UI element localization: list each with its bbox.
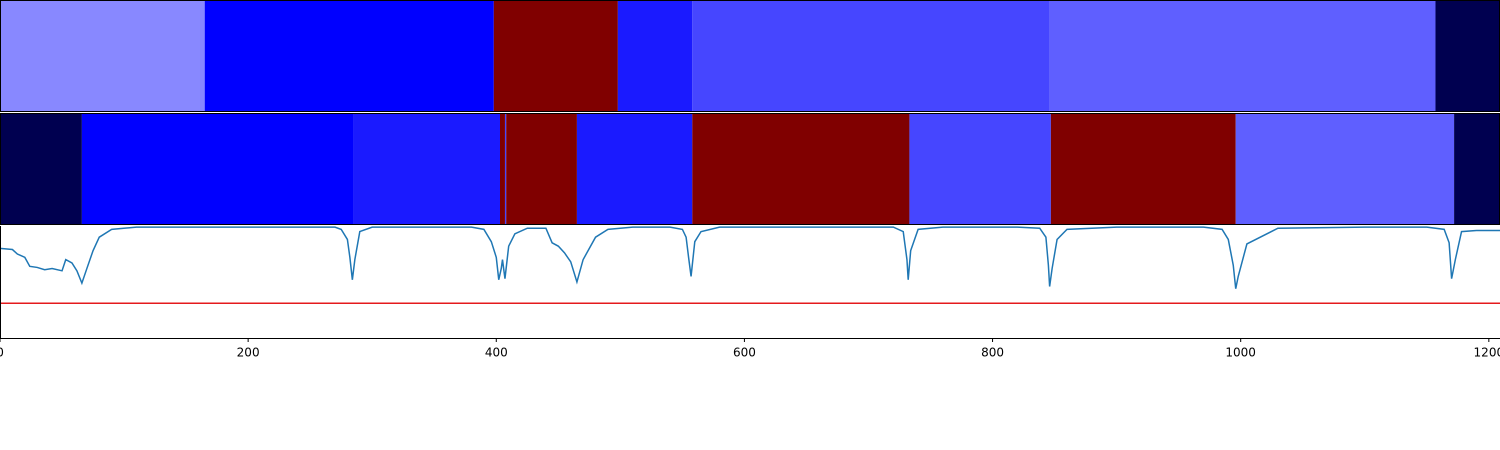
x-tick-label: 400 (485, 346, 508, 360)
segment (204, 0, 494, 112)
segment (617, 0, 693, 112)
segment (0, 113, 82, 225)
segment (1454, 113, 1500, 225)
segment (1235, 113, 1455, 225)
segment (493, 0, 618, 112)
x-tick-label: 800 (981, 346, 1004, 360)
x-tick-label: 1000 (1225, 346, 1256, 360)
segment (353, 113, 500, 225)
x-tick-label: 0 (0, 346, 4, 360)
segment (504, 113, 507, 225)
x-tick-label: 200 (237, 346, 260, 360)
segment (1050, 113, 1236, 225)
segment (1049, 0, 1436, 112)
segment (909, 113, 1051, 225)
segment (1435, 0, 1500, 112)
segment (692, 0, 1050, 112)
segment (576, 113, 693, 225)
segment (81, 113, 354, 225)
line-series (0, 226, 1500, 289)
x-tick-label: 1200 (1474, 346, 1500, 360)
x-tick-label: 600 (733, 346, 756, 360)
segment (0, 0, 205, 112)
segment (500, 113, 505, 225)
segment (692, 113, 910, 225)
segment (506, 113, 577, 225)
